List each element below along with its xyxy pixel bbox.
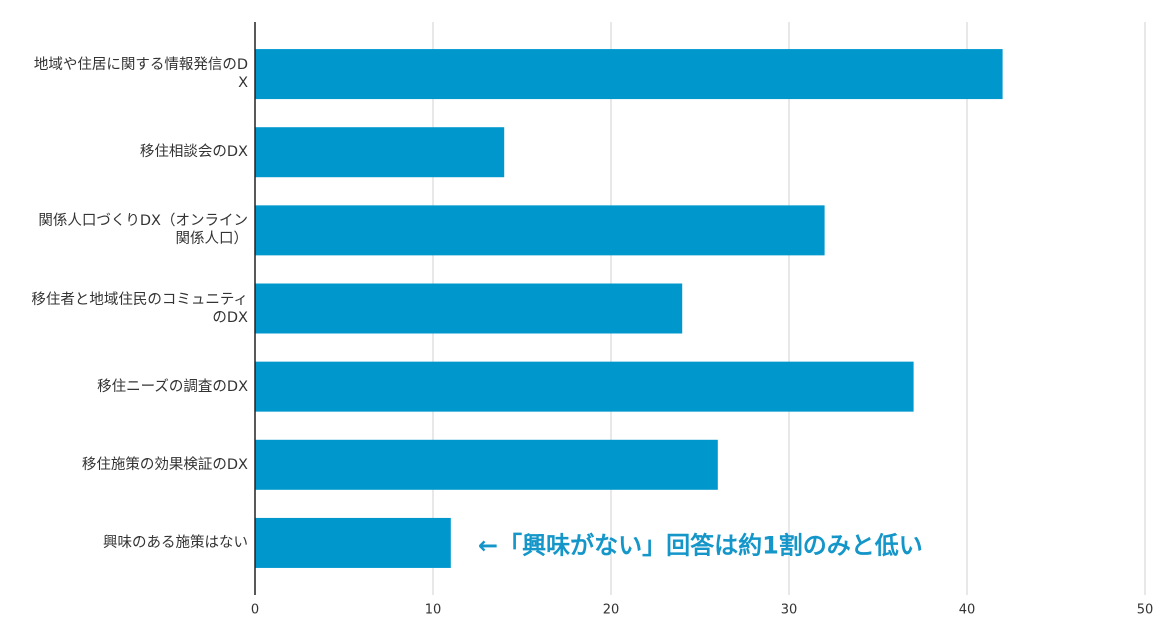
y-tick-label: 関係人口づくりDX（オンライン関係人口） [38, 213, 248, 248]
y-tick-label: 地域や住居に関する情報発信のDX [33, 57, 248, 92]
annotation: ←「興味がない」回答は約1割のみと低い [478, 531, 923, 560]
y-tick-label: 移住相談会のDX [139, 144, 248, 161]
bar [255, 361, 914, 412]
x-tick-label: 30 [781, 603, 798, 618]
x-tick-label: 0 [251, 603, 259, 618]
bar [255, 49, 1003, 100]
x-tick-label: 40 [959, 603, 976, 618]
bar [255, 283, 683, 334]
bar [255, 205, 825, 256]
y-tick-label: 移住者と地域住民のコミュニティのDX [31, 291, 248, 326]
bar [255, 439, 718, 490]
x-tick-label: 10 [425, 603, 442, 618]
x-tick-label: 20 [603, 603, 620, 618]
y-tick-label: 移住ニーズの調査のDX [97, 378, 248, 395]
y-tick-label: 移住施策の効果検証のDX [81, 456, 248, 473]
x-tick-label: 50 [1137, 603, 1154, 618]
bar [255, 127, 505, 178]
y-tick-label: 興味のある施策はない [103, 534, 248, 551]
bar [255, 517, 451, 568]
